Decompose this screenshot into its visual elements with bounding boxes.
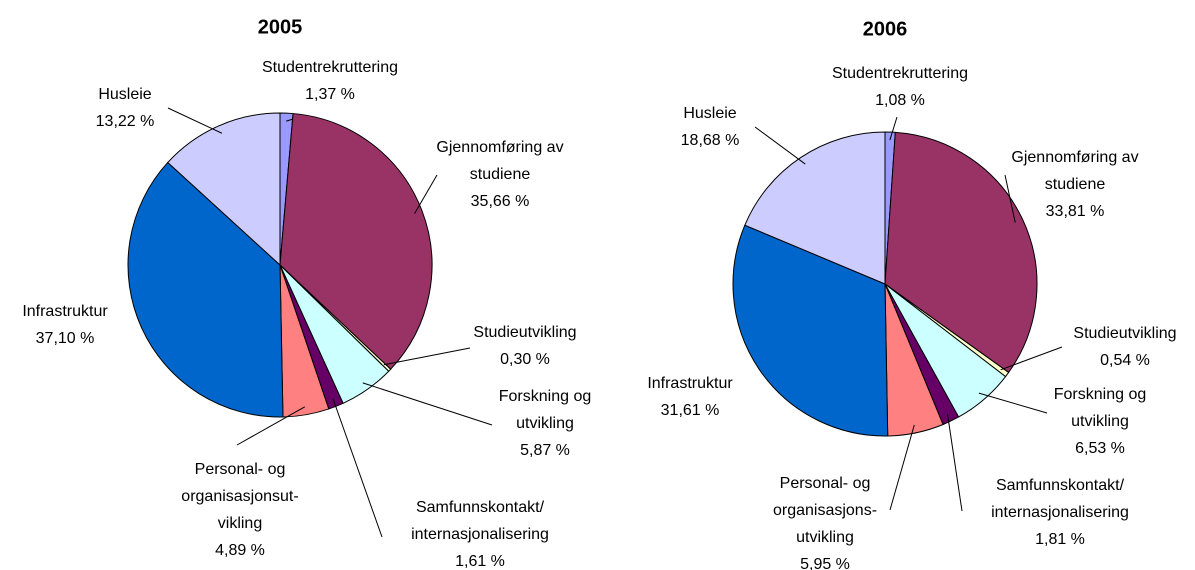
slice-label: organisasjons- <box>773 502 877 519</box>
leader-line <box>754 126 806 165</box>
slice-label: Husleie <box>683 105 736 122</box>
chart-title: 2006 <box>863 18 908 40</box>
leader-line <box>383 347 471 366</box>
value-label: 18,68 % <box>681 132 740 149</box>
value-label: 37,10 % <box>36 330 95 347</box>
slice-label: utvikling <box>796 529 854 546</box>
slice-label: organisasjonsut- <box>181 488 298 505</box>
pie-slice <box>127 161 284 418</box>
value-label: 33,81 % <box>1046 203 1105 220</box>
value-label: 1,61 % <box>455 553 505 570</box>
pie-slice <box>279 113 433 370</box>
slice-label: Gjennomføring av <box>436 139 563 156</box>
slice-label: Personal- og <box>780 475 871 492</box>
value-label: 1,81 % <box>1035 531 1085 548</box>
leader-line <box>946 413 963 512</box>
leader-line <box>978 392 1048 414</box>
leader-line <box>889 424 915 511</box>
slice-label: Samfunnskontakt/ <box>996 477 1125 494</box>
slice-label: Infrastruktur <box>22 303 108 320</box>
value-label: 0,54 % <box>1100 352 1150 369</box>
leader-line <box>1000 346 1063 371</box>
slice-label: vikling <box>218 515 262 532</box>
slice-label: Personal- og <box>195 461 286 478</box>
slice-label: Studieutvikling <box>1073 325 1176 342</box>
slice-label: Gjennomføring av <box>1011 149 1138 166</box>
slice-label: Forskning og <box>1054 386 1147 403</box>
leader-line <box>236 406 306 446</box>
slice-label: Studieutvikling <box>473 324 576 341</box>
slice-label: Forskning og <box>499 388 592 405</box>
slice-label: studiene <box>470 166 531 183</box>
value-label: 1,08 % <box>875 92 925 109</box>
slice-label: Studentrekruttering <box>832 65 968 82</box>
leader-line <box>167 107 223 134</box>
value-label: 6,53 % <box>1075 440 1125 457</box>
value-label: 0,30 % <box>500 351 550 368</box>
leader-line <box>889 116 898 141</box>
value-label: 5,87 % <box>520 442 570 459</box>
slice-label: Studentrekruttering <box>262 59 398 76</box>
value-label: 1,37 % <box>305 86 355 103</box>
slice-label: Husleie <box>98 86 151 103</box>
value-label: 4,89 % <box>215 542 265 559</box>
chart-title: 2005 <box>258 16 303 38</box>
value-label: 13,22 % <box>96 113 155 130</box>
slice-label: utvikling <box>1071 413 1129 430</box>
pie-slice <box>167 112 281 267</box>
leader-line <box>362 382 493 426</box>
value-label: 35,66 % <box>471 193 530 210</box>
slice-label: internasjonalisering <box>411 526 549 543</box>
pie-slice <box>884 131 1038 374</box>
slice-label: studiene <box>1045 176 1106 193</box>
slice-label: utvikling <box>516 415 574 432</box>
leader-line <box>414 174 438 214</box>
pie-slice <box>732 224 889 437</box>
slice-label: Infrastruktur <box>647 375 733 392</box>
value-label: 31,61 % <box>661 402 720 419</box>
pie-slice <box>744 131 886 285</box>
value-label: 5,95 % <box>800 556 850 570</box>
slice-label: Samfunnskontakt/ <box>416 499 545 516</box>
slice-label: internasjonalisering <box>991 504 1129 521</box>
leader-line <box>332 398 383 538</box>
leader-line <box>1004 174 1016 223</box>
